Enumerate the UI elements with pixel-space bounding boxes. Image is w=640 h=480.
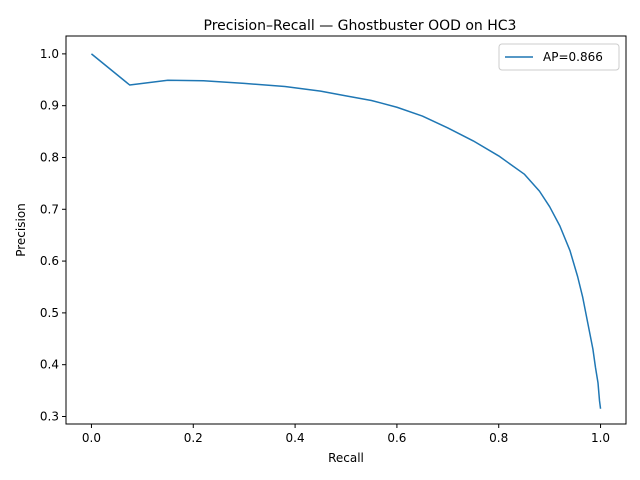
y-tick-label: 0.7 <box>40 202 59 216</box>
axes-frame <box>65 35 627 425</box>
y-tick-label: 0.8 <box>40 150 59 164</box>
y-tick-label: 0.9 <box>40 99 59 113</box>
y-tick-label: 0.4 <box>40 358 59 372</box>
x-tick-label: 0.2 <box>184 431 203 445</box>
y-axis-ticks: 0.3 0.4 0.5 0.6 0.7 0.8 0.9 1.0 <box>40 47 66 423</box>
y-tick-label: 0.6 <box>40 254 59 268</box>
y-tick-label: 0.5 <box>40 306 59 320</box>
series-line-0 <box>90 53 602 409</box>
chart-title: Precision–Recall — Ghostbuster OOD on HC… <box>204 18 517 34</box>
x-axis-label: Recall <box>328 451 364 465</box>
x-tick-label: 0.4 <box>286 431 305 445</box>
x-tick-label: 0.8 <box>489 431 508 445</box>
legend: AP=0.866 <box>498 43 620 71</box>
legend-box <box>498 43 620 71</box>
x-tick-label: 0.6 <box>387 431 406 445</box>
plot-area <box>90 53 602 409</box>
x-tick-label: 1.0 <box>591 431 610 445</box>
x-tick-label: 0.0 <box>82 431 101 445</box>
y-axis-label: Precision <box>14 203 28 257</box>
legend-label-ap: AP=0.866 <box>543 50 603 64</box>
x-axis-ticks: 0.0 0.2 0.4 0.6 0.8 1.0 <box>82 424 610 445</box>
y-tick-label: 1.0 <box>40 47 59 61</box>
y-tick-label: 0.3 <box>40 409 59 423</box>
